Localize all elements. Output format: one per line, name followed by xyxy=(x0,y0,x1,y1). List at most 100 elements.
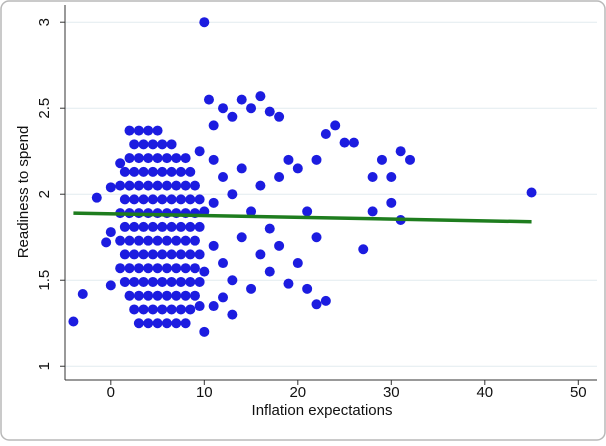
point xyxy=(161,318,172,329)
x-tick-label: 10 xyxy=(196,384,213,401)
point xyxy=(189,263,200,274)
point xyxy=(208,240,219,251)
point xyxy=(199,326,210,337)
point xyxy=(194,276,205,287)
point xyxy=(180,290,191,301)
point xyxy=(166,139,177,150)
point xyxy=(161,180,172,191)
point xyxy=(105,280,116,291)
point xyxy=(124,235,135,246)
point xyxy=(143,290,154,301)
point xyxy=(171,318,182,329)
point xyxy=(264,223,275,234)
y-tick-label: 1 xyxy=(36,362,53,370)
point xyxy=(348,137,359,148)
point xyxy=(129,139,140,150)
point xyxy=(405,154,416,165)
point xyxy=(152,263,163,274)
point xyxy=(395,146,406,157)
point xyxy=(157,304,168,315)
point xyxy=(124,180,135,191)
y-tick-label: 3 xyxy=(36,18,53,26)
point xyxy=(208,301,219,312)
point xyxy=(185,276,196,287)
point xyxy=(119,276,130,287)
point xyxy=(208,197,219,208)
point xyxy=(157,221,168,232)
point xyxy=(133,263,144,274)
point xyxy=(138,276,149,287)
point xyxy=(218,292,229,303)
plot-area xyxy=(65,5,597,380)
point xyxy=(138,221,149,232)
point xyxy=(274,111,285,122)
point xyxy=(185,194,196,205)
point xyxy=(236,94,247,105)
point xyxy=(147,166,158,177)
point xyxy=(255,249,266,260)
point xyxy=(147,139,158,150)
point xyxy=(138,304,149,315)
point xyxy=(330,120,341,131)
point xyxy=(166,221,177,232)
point xyxy=(386,197,397,208)
point xyxy=(68,316,79,327)
point xyxy=(283,278,294,289)
point xyxy=(157,276,168,287)
point xyxy=(161,290,172,301)
point xyxy=(367,206,378,217)
point xyxy=(105,182,116,193)
point xyxy=(115,180,126,191)
x-tick-label: 40 xyxy=(476,384,493,401)
point xyxy=(133,180,144,191)
point xyxy=(194,146,205,157)
point xyxy=(171,263,182,274)
point xyxy=(320,295,331,306)
point xyxy=(91,192,102,203)
point xyxy=(227,309,238,320)
point xyxy=(320,129,331,140)
point xyxy=(129,304,140,315)
point xyxy=(367,172,378,183)
y-tick-label: 1.5 xyxy=(36,270,53,291)
point xyxy=(143,125,154,136)
point xyxy=(302,206,313,217)
point xyxy=(171,235,182,246)
point xyxy=(194,249,205,260)
point xyxy=(302,283,313,294)
point xyxy=(138,139,149,150)
point xyxy=(194,221,205,232)
point xyxy=(152,180,163,191)
point xyxy=(227,275,238,286)
point xyxy=(166,276,177,287)
point xyxy=(138,166,149,177)
point xyxy=(339,137,350,148)
point xyxy=(358,244,369,255)
point xyxy=(157,139,168,150)
point xyxy=(208,154,219,165)
point xyxy=(311,232,322,243)
point xyxy=(194,301,205,312)
point xyxy=(119,221,130,232)
y-tick-label: 2.5 xyxy=(36,98,53,119)
point xyxy=(166,166,177,177)
point xyxy=(171,290,182,301)
point xyxy=(185,221,196,232)
point xyxy=(133,318,144,329)
point xyxy=(133,125,144,136)
point xyxy=(171,153,182,164)
x-axis-label: Inflation expectations xyxy=(252,402,393,419)
point xyxy=(218,172,229,183)
point xyxy=(147,304,158,315)
point xyxy=(180,235,191,246)
point xyxy=(292,258,303,269)
x-tick-label: 20 xyxy=(289,384,306,401)
point xyxy=(236,163,247,174)
fit-line xyxy=(73,211,532,224)
point xyxy=(166,304,177,315)
point xyxy=(194,194,205,205)
point xyxy=(227,189,238,200)
point xyxy=(143,235,154,246)
y-axis-label: Readiness to spend xyxy=(15,126,32,259)
